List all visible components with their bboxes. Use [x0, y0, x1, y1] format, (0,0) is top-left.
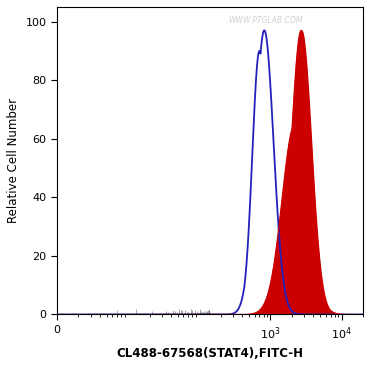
X-axis label: CL488-67568(STAT4),FITC-H: CL488-67568(STAT4),FITC-H: [117, 347, 303, 360]
Text: WWW.PTGLAB.COM: WWW.PTGLAB.COM: [228, 16, 302, 25]
Y-axis label: Relative Cell Number: Relative Cell Number: [7, 98, 20, 223]
